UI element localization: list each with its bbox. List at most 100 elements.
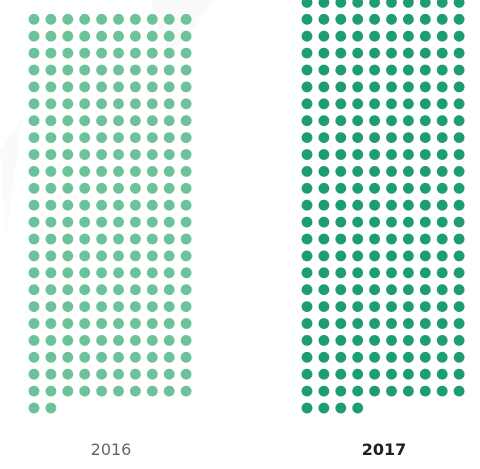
waffle-dot-2016	[130, 98, 141, 110]
waffle-dot-2017	[419, 216, 431, 228]
waffle-dot-2016	[79, 132, 91, 144]
waffle-dot-2017	[335, 115, 347, 127]
waffle-dot-2017	[352, 402, 364, 414]
waffle-dot-2016	[96, 267, 107, 279]
waffle-dot-2016	[130, 233, 141, 245]
waffle-dot-2017	[352, 0, 364, 8]
waffle-dot-2016	[113, 30, 124, 42]
waffle-dot-2017	[453, 115, 465, 127]
waffle-dot-2016	[45, 351, 57, 363]
waffle-dot-2017	[436, 0, 448, 8]
waffle-dot-2017	[352, 284, 364, 296]
waffle-dot-2016	[62, 267, 74, 279]
waffle-dot-2017	[318, 368, 330, 380]
waffle-dot-2017	[436, 233, 448, 245]
waffle-dot-2016	[62, 64, 74, 76]
waffle-dot-2017	[453, 182, 465, 194]
waffle-dot-2017	[436, 368, 448, 380]
waffle-dot-2016	[28, 13, 40, 25]
waffle-dot-2017	[369, 216, 380, 228]
waffle-dot-2016	[28, 47, 40, 59]
waffle-dot-2017	[318, 0, 330, 8]
waffle-dot-2017	[318, 115, 330, 127]
waffle-dot-2016	[146, 267, 158, 279]
waffle-dot-2017	[386, 335, 397, 346]
waffle-dot-2016	[146, 132, 158, 144]
waffle-dot-2017	[335, 301, 347, 312]
waffle-dot-2016	[146, 47, 158, 59]
waffle-dot-2017	[318, 402, 330, 414]
waffle-dot-2017	[419, 132, 431, 144]
waffle-dot-2017	[419, 0, 431, 8]
waffle-dot-2017	[352, 199, 364, 211]
waffle-dot-2017	[419, 166, 431, 177]
waffle-dot-2016	[146, 318, 158, 329]
waffle-dot-2016	[180, 13, 192, 25]
waffle-dot-2016	[113, 233, 124, 245]
waffle-dot-2017	[419, 385, 431, 397]
waffle-dot-2017	[318, 351, 330, 363]
waffle-dot-2017	[352, 182, 364, 194]
waffle-dot-2016	[113, 166, 124, 177]
waffle-dot-2017	[436, 250, 448, 262]
waffle-dot-2017	[369, 166, 380, 177]
waffle-dot-2017	[369, 0, 380, 8]
waffle-dot-2016	[180, 335, 192, 346]
waffle-dot-2016	[180, 301, 192, 312]
waffle-dot-2016	[146, 115, 158, 127]
waffle-dot-2017	[352, 385, 364, 397]
waffle-dot-2017	[403, 267, 414, 279]
waffle-dot-2016	[28, 149, 40, 160]
waffle-dot-2017	[419, 267, 431, 279]
waffle-dot-2016	[130, 64, 141, 76]
waffle-dot-2016	[130, 182, 141, 194]
waffle-dot-2016	[180, 284, 192, 296]
waffle-dot-2017	[369, 301, 380, 312]
waffle-dot-2016	[146, 81, 158, 93]
waffle-dot-2017	[386, 284, 397, 296]
waffle-dot-2017	[301, 216, 313, 228]
waffle-dot-2017	[352, 368, 364, 380]
waffle-dot-2017	[419, 250, 431, 262]
waffle-dot-2017	[352, 149, 364, 160]
waffle-dot-2016	[45, 267, 57, 279]
waffle-dot-2017	[436, 149, 448, 160]
waffle-dot-2017	[419, 199, 431, 211]
waffle-dot-2016	[180, 115, 192, 127]
waffle-dot-2017	[318, 318, 330, 329]
dot-group-2016	[28, 13, 192, 414]
waffle-dot-2016	[28, 233, 40, 245]
waffle-dot-2017	[419, 335, 431, 346]
waffle-dot-2016	[45, 216, 57, 228]
waffle-dot-2016	[45, 149, 57, 160]
waffle-dot-2017	[386, 385, 397, 397]
waffle-dot-2017	[386, 267, 397, 279]
waffle-dot-2016	[62, 351, 74, 363]
waffle-dot-2016	[180, 30, 192, 42]
waffle-dot-2017	[419, 81, 431, 93]
waffle-dot-2016	[45, 81, 57, 93]
waffle-dot-2016	[146, 64, 158, 76]
waffle-dot-2016	[163, 13, 175, 25]
waffle-dot-2017	[369, 267, 380, 279]
waffle-dot-2016	[146, 368, 158, 380]
waffle-dot-2017	[301, 318, 313, 329]
waffle-dot-2017	[301, 81, 313, 93]
waffle-dot-2016	[79, 250, 91, 262]
waffle-dot-2017	[352, 318, 364, 329]
waffle-dot-2017	[335, 368, 347, 380]
waffle-dot-2016	[146, 385, 158, 397]
waffle-dot-2016	[96, 250, 107, 262]
waffle-dot-2017	[436, 13, 448, 25]
waffle-dot-2016	[113, 13, 124, 25]
waffle-dot-2016	[163, 250, 175, 262]
waffle-dot-2016	[45, 250, 57, 262]
waffle-dot-2017	[301, 0, 313, 8]
waffle-dot-2016	[28, 216, 40, 228]
waffle-dot-2016	[180, 47, 192, 59]
waffle-dot-2016	[62, 301, 74, 312]
waffle-dot-2017	[386, 149, 397, 160]
waffle-dot-2016	[180, 132, 192, 144]
waffle-dot-2017	[335, 0, 347, 8]
waffle-dot-2016	[96, 166, 107, 177]
